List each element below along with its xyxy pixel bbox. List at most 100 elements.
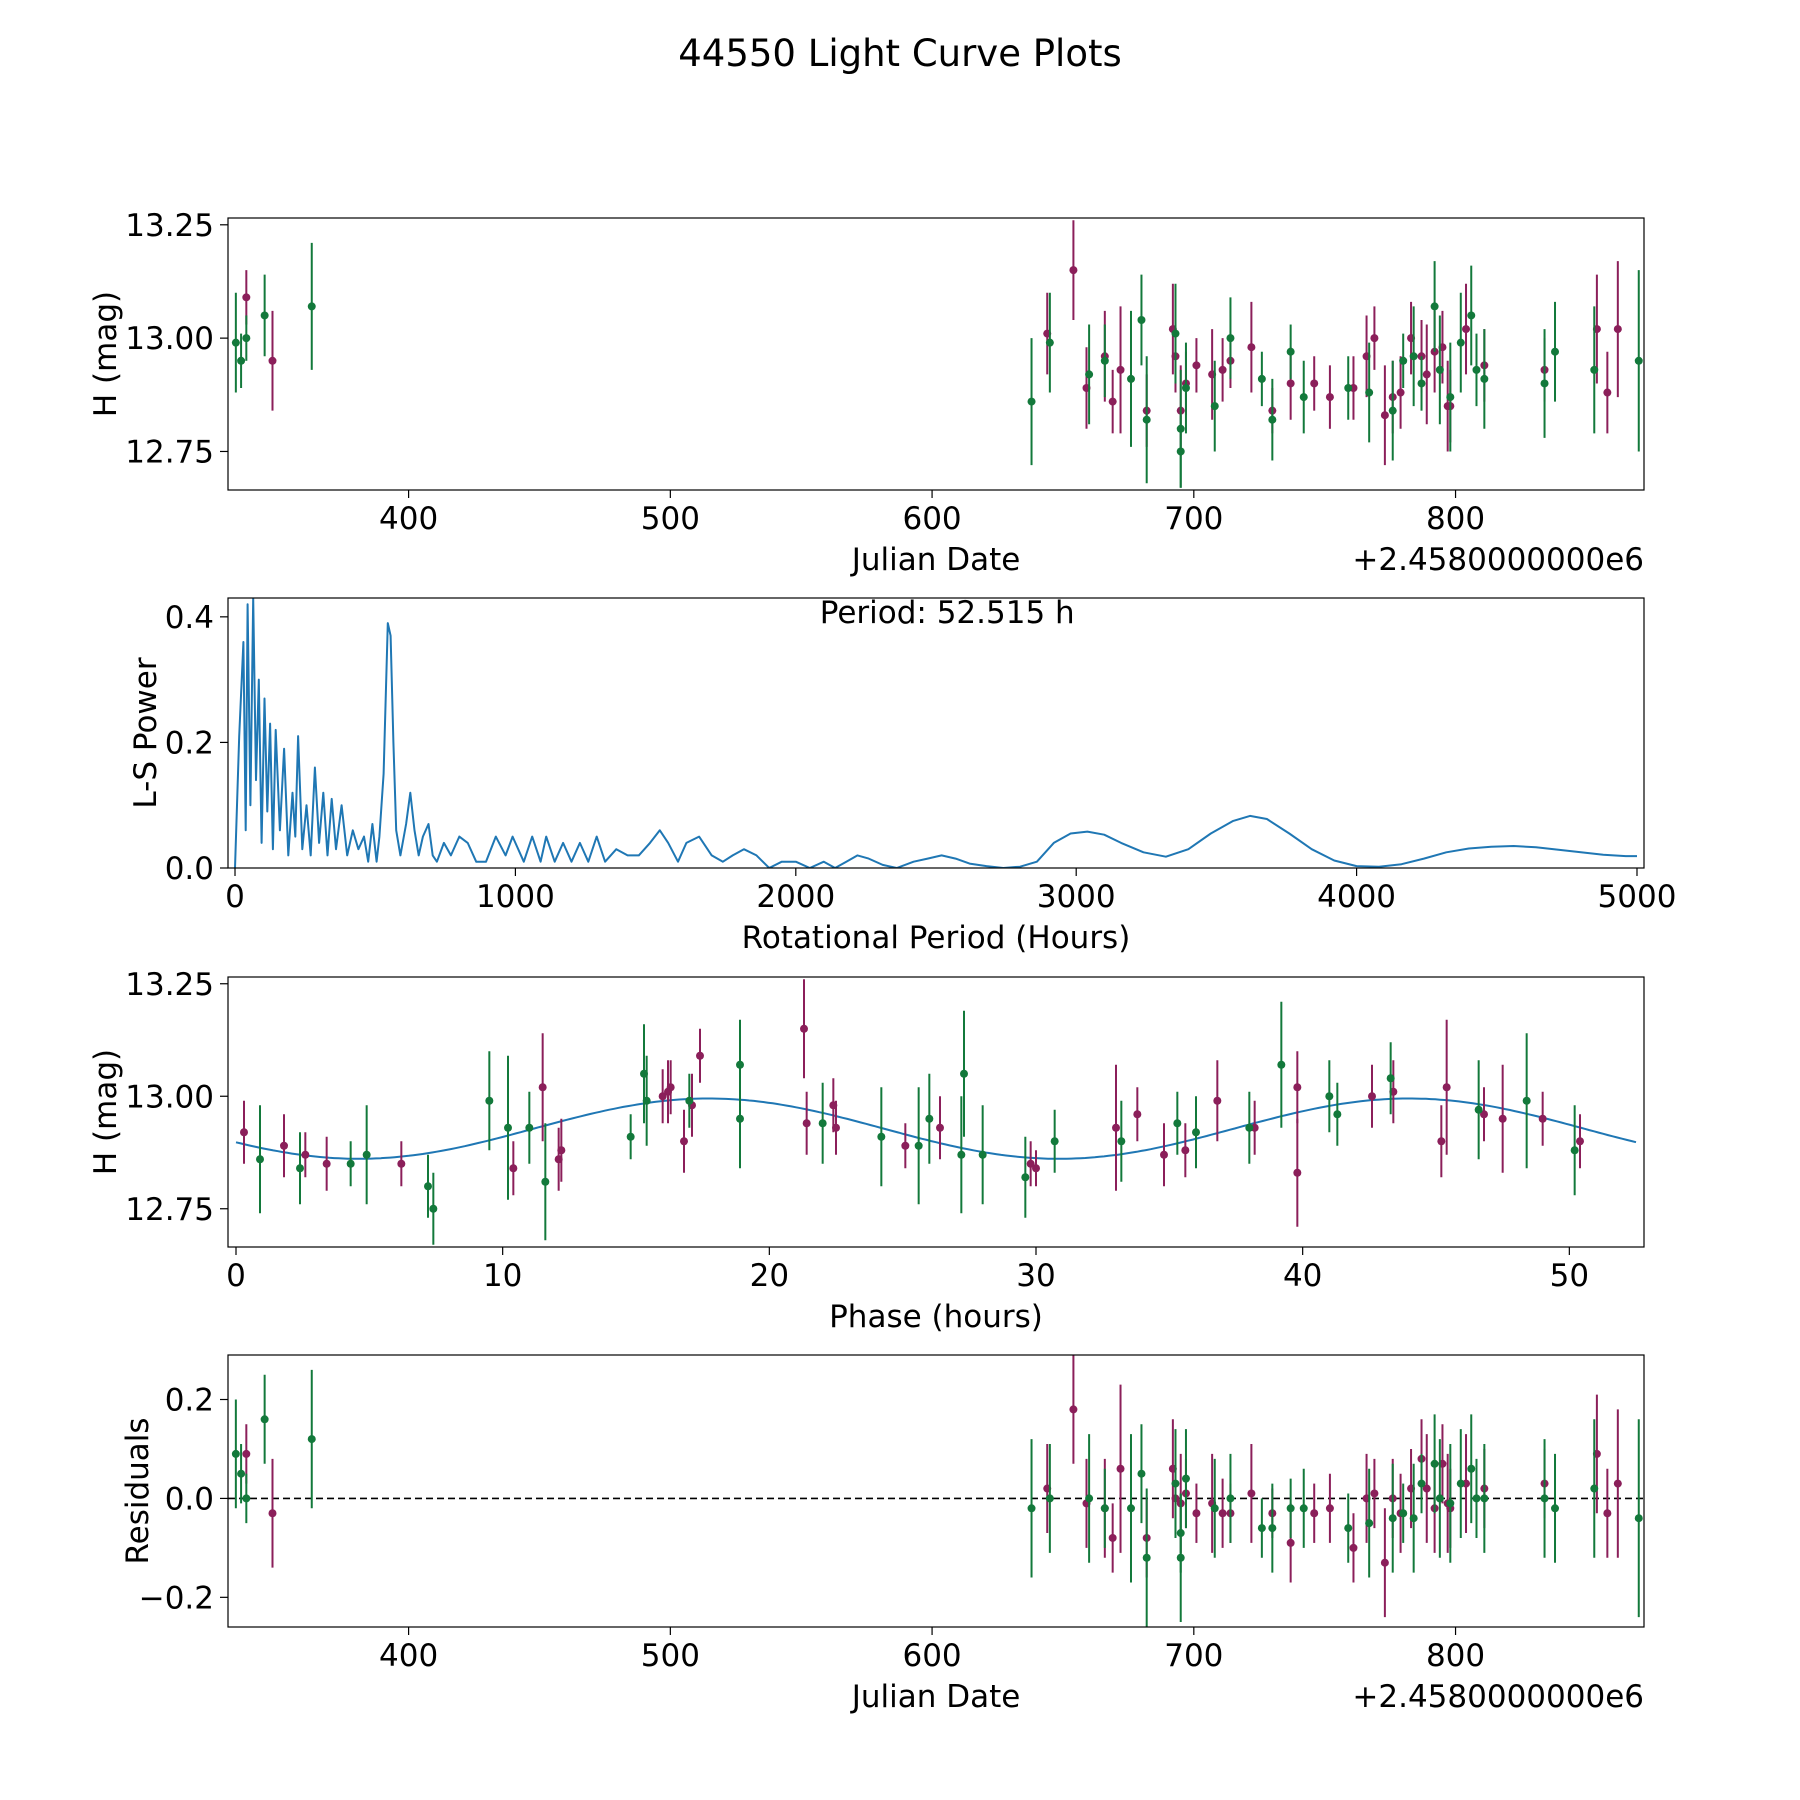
data-point xyxy=(1286,379,1295,388)
x-tick-label: 400 xyxy=(379,1638,438,1674)
data-point xyxy=(1050,1137,1059,1146)
data-point xyxy=(1137,316,1146,324)
data-point xyxy=(525,1123,534,1132)
data-point xyxy=(642,1096,651,1105)
data-point xyxy=(307,302,316,311)
data-point xyxy=(1435,1494,1444,1503)
data-point xyxy=(1540,379,1549,388)
data-point xyxy=(1257,1524,1266,1533)
data-point xyxy=(509,1164,518,1173)
data-point xyxy=(960,1069,968,1078)
data-point xyxy=(1032,1164,1040,1173)
data-point xyxy=(901,1141,910,1150)
data-point xyxy=(1368,1092,1376,1101)
data-point xyxy=(429,1204,438,1213)
data-point xyxy=(1226,1494,1235,1503)
y-axis-label: H (mag) xyxy=(88,291,124,417)
data-point xyxy=(1435,365,1444,374)
data-point xyxy=(1344,1524,1353,1533)
data-point xyxy=(626,1132,635,1141)
x-axis-label: Julian Date xyxy=(850,542,1021,578)
data-point xyxy=(231,1449,240,1458)
x-axis-label: Rotational Period (Hours) xyxy=(742,920,1131,956)
data-point xyxy=(1442,1083,1451,1092)
data-point xyxy=(1226,334,1235,343)
data-point xyxy=(1108,397,1117,406)
plot-area xyxy=(234,598,1637,868)
data-point xyxy=(1396,388,1405,397)
x-tick-label: 0 xyxy=(226,1258,246,1294)
data-point xyxy=(1192,361,1201,370)
data-point xyxy=(1117,1137,1126,1146)
data-point xyxy=(736,1060,744,1069)
data-point xyxy=(802,1119,811,1128)
x-tick-label: 3000 xyxy=(1037,879,1116,915)
data-point xyxy=(424,1182,432,1191)
data-point xyxy=(346,1159,355,1168)
data-point xyxy=(1462,325,1471,334)
data-point xyxy=(240,1128,248,1137)
x-tick-label: 500 xyxy=(641,501,700,537)
data-point xyxy=(1467,311,1476,320)
data-point xyxy=(260,1415,269,1424)
data-point xyxy=(1173,1119,1182,1128)
x-tick-label: 2000 xyxy=(756,879,835,915)
data-point xyxy=(818,1119,827,1128)
x-tick-label: 5000 xyxy=(1598,879,1677,915)
data-point xyxy=(1293,1083,1302,1092)
data-point xyxy=(242,1494,251,1503)
data-point xyxy=(1576,1137,1584,1146)
data-point xyxy=(268,1509,277,1518)
data-point xyxy=(1325,1092,1334,1101)
y-tick-label: 0.0 xyxy=(165,851,214,887)
y-axis-label: L-S Power xyxy=(128,657,164,808)
data-point xyxy=(1085,370,1094,379)
data-point xyxy=(1349,1543,1358,1552)
y-axis-label: Residuals xyxy=(120,1417,156,1564)
data-point xyxy=(1137,1469,1146,1478)
y-tick-label: 12.75 xyxy=(125,1192,214,1228)
data-point xyxy=(936,1123,944,1132)
data-point xyxy=(296,1164,304,1173)
y-tick-label: 12.75 xyxy=(125,434,214,470)
data-point xyxy=(1247,343,1256,352)
x-tick-label: 10 xyxy=(483,1258,522,1294)
y-tick-label: 13.00 xyxy=(125,321,214,357)
data-point xyxy=(1590,365,1599,374)
data-point xyxy=(1422,1484,1431,1493)
data-point xyxy=(1417,1479,1426,1488)
data-point xyxy=(307,1435,316,1444)
data-point xyxy=(1380,1558,1389,1567)
model-curve xyxy=(235,1097,1637,1160)
data-point xyxy=(1472,365,1481,374)
data-point xyxy=(1498,1114,1507,1123)
data-point xyxy=(877,1132,886,1141)
data-point xyxy=(1181,384,1190,392)
data-point xyxy=(1456,338,1465,347)
x-offset-label: +2.4580000000e6 xyxy=(1352,1679,1644,1715)
data-point xyxy=(1590,1484,1599,1493)
data-point xyxy=(1100,356,1109,365)
data-point xyxy=(1213,1096,1222,1105)
periodogram-line xyxy=(234,598,1637,868)
data-point xyxy=(1286,1538,1295,1547)
x-tick-label: 0 xyxy=(225,879,245,915)
data-point xyxy=(554,1155,563,1164)
periodogram-panel: 0 1000 2000 3000 4000 5000 0.0 0.2 0.4 Rotational… xyxy=(128,595,1676,956)
data-point xyxy=(1570,1146,1579,1155)
data-point xyxy=(1474,1105,1483,1114)
data-point xyxy=(1603,1509,1612,1518)
data-point xyxy=(1344,384,1353,392)
data-point xyxy=(1409,352,1418,361)
y-axis-label: H (mag) xyxy=(88,1049,124,1175)
data-point xyxy=(1026,1159,1035,1168)
y-tick-label: 13.25 xyxy=(125,208,214,244)
data-point xyxy=(1299,1504,1308,1513)
data-point xyxy=(829,1101,838,1110)
data-point xyxy=(1522,1096,1531,1105)
plot-area xyxy=(231,220,1643,488)
data-point xyxy=(1268,1524,1277,1533)
data-point xyxy=(231,338,240,347)
data-point xyxy=(978,1150,987,1159)
